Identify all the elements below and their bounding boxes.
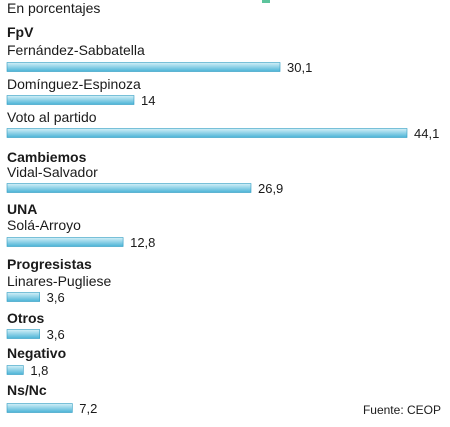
bar-value-label: 7,2 (79, 401, 97, 416)
group-heading: Cambiemos (7, 149, 87, 165)
bar-category-label: Domínguez-Espinoza (7, 76, 141, 92)
source-note: Fuente: CEOP (362, 403, 441, 417)
bar (6, 365, 24, 375)
group-heading: Negativo (7, 345, 66, 361)
bar (6, 237, 124, 247)
bar-category-label: Vidal-Salvador (7, 164, 98, 180)
bar-value-label: 12,8 (130, 235, 155, 250)
bar-category-label: Voto al partido (7, 109, 97, 125)
bar-category-label: Solá-Arroyo (7, 217, 81, 233)
bar (6, 183, 252, 193)
bar (6, 95, 135, 105)
header-accent-mark (262, 0, 270, 3)
bar (6, 62, 281, 72)
bar-value-label: 3,6 (47, 327, 65, 342)
group-heading: Progresistas (7, 256, 92, 272)
chart-subtitle: En porcentajes (7, 0, 101, 16)
bar-value-label: 14 (141, 93, 155, 108)
bar-value-label: 44,1 (414, 126, 439, 141)
bar-category-label: Linares-Pugliese (7, 273, 111, 289)
bar (6, 329, 40, 339)
bar-value-label: 30,1 (287, 60, 312, 75)
bar (6, 128, 408, 138)
bar-value-label: 26,9 (258, 181, 283, 196)
bar (6, 292, 40, 302)
group-heading: Otros (7, 310, 45, 326)
group-heading: UNA (7, 201, 37, 217)
bar (6, 403, 73, 413)
group-heading: Ns/Nc (7, 382, 47, 398)
bar-value-label: 1,8 (30, 363, 48, 378)
bar-category-label: Fernández-Sabbatella (7, 42, 145, 58)
group-heading: FpV (7, 24, 34, 40)
bar-value-label: 3,6 (47, 290, 65, 305)
